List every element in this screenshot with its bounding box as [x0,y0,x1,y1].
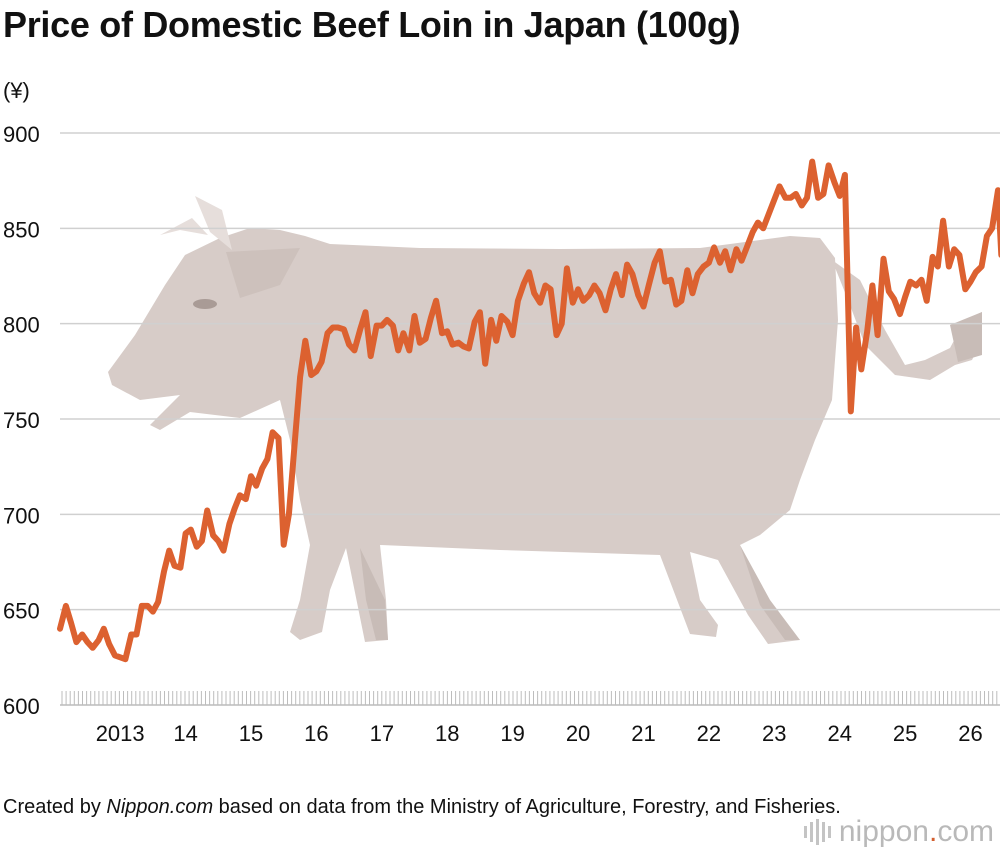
x-tick-label-20: 20 [566,721,590,746]
x-tick-label-17: 17 [370,721,394,746]
logo-name: nippon [838,815,929,848]
x-tick-label-14: 14 [173,721,197,746]
x-tick-label-24: 24 [827,721,851,746]
source-prefix: Created by [3,796,107,818]
nippon-logo: nippon. com [803,815,994,849]
x-tick-label-25: 25 [893,721,917,746]
y-tick-label-800: 800 [3,313,40,338]
y-tick-label-650: 650 [3,599,40,624]
logo-dot: . [928,815,938,848]
logo-bars-icon [803,819,831,845]
x-tick-label-2013: 2013 [96,721,145,746]
x-axis-minor-ticks [60,691,1000,706]
series-line-0 [57,158,1000,663]
source-note: Created by Nippon.com based on data from… [3,793,841,822]
x-tick-label-21: 21 [631,721,655,746]
source-name: Nippon.com [106,796,214,818]
x-tick-label-23: 23 [762,721,786,746]
y-tick-label-750: 750 [3,408,40,433]
cow-illustration [108,196,982,644]
x-tick-label-18: 18 [435,721,459,746]
chart-title: Price of Domestic Beef Loin in Japan (10… [3,4,741,45]
x-tick-label-26: 26 [958,721,982,746]
y-axis-unit-label: (¥) [3,78,30,103]
x-tick-label-15: 15 [239,721,263,746]
logo-tld: com [937,815,994,848]
x-tick-label-16: 16 [304,721,328,746]
price-series [57,158,1000,663]
y-tick-label-900: 900 [3,122,40,147]
y-tick-label-850: 850 [3,217,40,242]
y-axis-tick-labels: 600 650 700 750 800 850 900 [3,122,40,719]
x-axis-tick-labels: 2013 14 15 16 17 18 19 20 21 22 23 24 25 26 [96,721,983,746]
grid-lines [60,132,1000,611]
source-suffix: based on data from the Ministry of Agric… [213,796,841,818]
y-tick-label-700: 700 [3,503,40,528]
x-tick-label-19: 19 [500,721,524,746]
y-tick-label-600: 600 [3,694,40,719]
x-tick-label-22: 22 [697,721,721,746]
